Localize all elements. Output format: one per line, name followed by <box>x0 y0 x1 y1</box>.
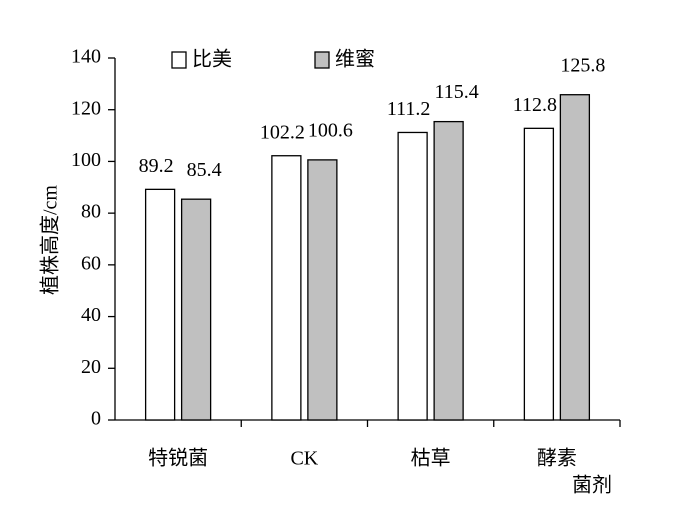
y-tick-label: 20 <box>81 356 101 378</box>
bar <box>144 188 176 421</box>
legend-swatch <box>171 51 187 69</box>
y-tick-label: 80 <box>81 201 101 223</box>
value-label: 89.2 <box>139 155 174 177</box>
x-tick-label: 酵素 <box>537 447 577 470</box>
value-label: 112.8 <box>513 94 557 116</box>
y-tick-label: 140 <box>71 46 101 68</box>
bar <box>559 94 591 421</box>
value-label: 100.6 <box>308 119 353 141</box>
bar <box>397 131 428 421</box>
value-label: 102.2 <box>260 121 305 143</box>
y-tick-label: 60 <box>81 252 101 274</box>
bar <box>433 120 464 421</box>
legend-swatch <box>314 51 330 69</box>
y-tick-label: 120 <box>71 97 101 119</box>
legend-label: 比美 <box>192 48 232 71</box>
bar <box>271 155 302 421</box>
y-tick-label: 0 <box>91 408 101 430</box>
x-tick-label: 特锐菌 <box>148 447 208 470</box>
x-tick-label: 枯草 <box>411 447 451 470</box>
value-label: 111.2 <box>387 98 431 120</box>
x-tick-label: CK <box>290 448 318 470</box>
x-axis-label: 菌剂 <box>572 474 612 497</box>
y-tick-label: 100 <box>71 149 101 171</box>
value-label: 85.4 <box>187 159 222 181</box>
bar <box>307 159 338 421</box>
legend-label: 维蜜 <box>335 48 375 71</box>
y-tick-label: 40 <box>81 304 101 326</box>
value-label: 115.4 <box>434 81 478 103</box>
value-label: 125.8 <box>560 54 605 76</box>
y-axis-label: 植株高度/cm <box>39 185 62 295</box>
bar <box>180 198 212 421</box>
bar <box>523 127 555 421</box>
